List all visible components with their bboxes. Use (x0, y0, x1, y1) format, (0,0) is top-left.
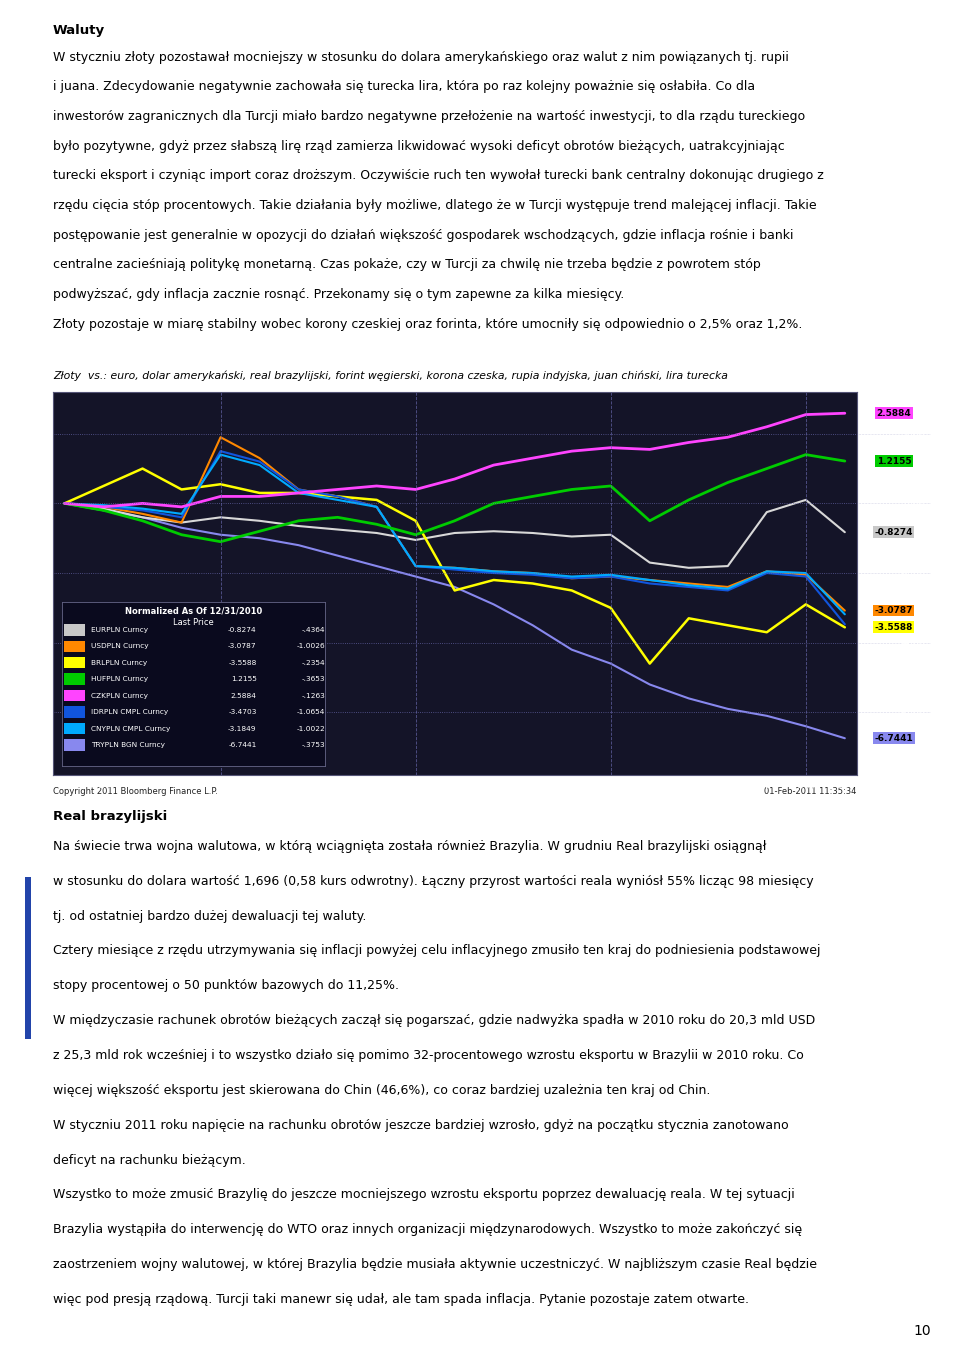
Text: zaostrzeniem wojny walutowej, w której Brazylia będzie musiała aktywnie uczestni: zaostrzeniem wojny walutowej, w której B… (53, 1258, 817, 1271)
Text: turecki eksport i czyniąc import coraz droższym. Oczywiście ruch ten wywołał tur: turecki eksport i czyniąc import coraz d… (53, 170, 824, 182)
Text: W styczniu złoty pozostawał mocniejszy w stosunku do dolara amerykańskiego oraz : W styczniu złoty pozostawał mocniejszy w… (53, 51, 789, 63)
Text: centralne zacieśniają politykę monetarną. Czas pokaże, czy w Turcji za chwilę ni: centralne zacieśniają politykę monetarną… (53, 258, 760, 271)
Text: 01-Feb-2011 11:35:34: 01-Feb-2011 11:35:34 (764, 786, 856, 796)
Text: 10: 10 (914, 1325, 931, 1338)
Text: W styczniu 2011 roku napięcie na rachunku obrotów jeszcze bardziej wzrosło, gdyż: W styczniu 2011 roku napięcie na rachunk… (53, 1119, 788, 1132)
Text: Copyright 2011 Bloomberg Finance L.P.: Copyright 2011 Bloomberg Finance L.P. (53, 786, 218, 796)
Text: Na świecie trwa wojna walutowa, w którą wciągnięta została również Brazylia. W g: Na świecie trwa wojna walutowa, w którą … (53, 840, 766, 854)
Text: stopy procentowej o 50 punktów bazowych do 11,25%.: stopy procentowej o 50 punktów bazowych … (53, 980, 398, 992)
Text: deficyt na rachunku bieżącym.: deficyt na rachunku bieżącym. (53, 1154, 246, 1166)
Text: tj. od ostatniej bardzo dużej dewaluacji tej waluty.: tj. od ostatniej bardzo dużej dewaluacji… (53, 910, 366, 922)
Text: było pozytywne, gdyż przez słabszą lirę rząd zamierza likwidować wysoki deficyt : było pozytywne, gdyż przez słabszą lirę … (53, 140, 784, 152)
Text: rzędu cięcia stóp procentowych. Takie działania były możliwe, dlatego że w Turcj: rzędu cięcia stóp procentowych. Takie dz… (53, 199, 816, 212)
Text: Złoty  vs.: euro, dolar amerykański, real brazylijski, forint węgierski, korona : Złoty vs.: euro, dolar amerykański, real… (53, 370, 728, 381)
Text: Cztery miesiące z rzędu utrzymywania się inflacji powyżej celu inflacyjnego zmus: Cztery miesiące z rzędu utrzymywania się… (53, 944, 820, 958)
Text: Złoty pozostaje w miarę stabilny wobec korony czeskiej oraz forinta, które umocn: Złoty pozostaje w miarę stabilny wobec k… (53, 318, 803, 330)
Bar (25, 877, 31, 1038)
Text: w stosunku do dolara wartość 1,696 (0,58 kurs odwrotny). Łączny przyrost wartośc: w stosunku do dolara wartość 1,696 (0,58… (53, 874, 813, 888)
Text: Brazylia wystąpiła do interwencję do WTO oraz innych organizacji międzynarodowyc: Brazylia wystąpiła do interwencję do WTO… (53, 1223, 802, 1236)
Text: Wszystko to może zmusić Brazylię do jeszcze mocniejszego wzrostu eksportu poprze: Wszystko to może zmusić Brazylię do jesz… (53, 1188, 795, 1201)
Text: Waluty: Waluty (53, 23, 105, 37)
Text: inwestorów zagranicznych dla Turcji miało bardzo negatywne przełożenie na wartoś: inwestorów zagranicznych dla Turcji miał… (53, 110, 804, 123)
Text: i juana. Zdecydowanie negatywnie zachowała się turecka lira, która po raz kolejn: i juana. Zdecydowanie negatywnie zachowa… (53, 81, 755, 93)
Text: więcej większość eksportu jest skierowana do Chin (46,6%), co coraz bardziej uza: więcej większość eksportu jest skierowan… (53, 1084, 710, 1097)
Text: W międzyczasie rachunek obrotów bieżących zaczął się pogarszać, gdzie nadwyżka s: W międzyczasie rachunek obrotów bieżącyc… (53, 1014, 815, 1028)
Text: Real brazylijski: Real brazylijski (53, 810, 167, 823)
Text: podwyższać, gdy inflacja zacznie rosnąć. Przekonamy się o tym zapewne za kilka m: podwyższać, gdy inflacja zacznie rosnąć.… (53, 288, 624, 301)
Text: z 25,3 mld rok wcześniej i to wszystko działo się pomimo 32-procentowego wzrostu: z 25,3 mld rok wcześniej i to wszystko d… (53, 1049, 804, 1062)
Text: postępowanie jest generalnie w opozycji do działań większość gospodarek wschodzą: postępowanie jest generalnie w opozycji … (53, 229, 793, 241)
Text: więc pod presją rządową. Turcji taki manewr się udał, ale tam spada inflacja. Py: więc pod presją rządową. Turcji taki man… (53, 1293, 749, 1306)
